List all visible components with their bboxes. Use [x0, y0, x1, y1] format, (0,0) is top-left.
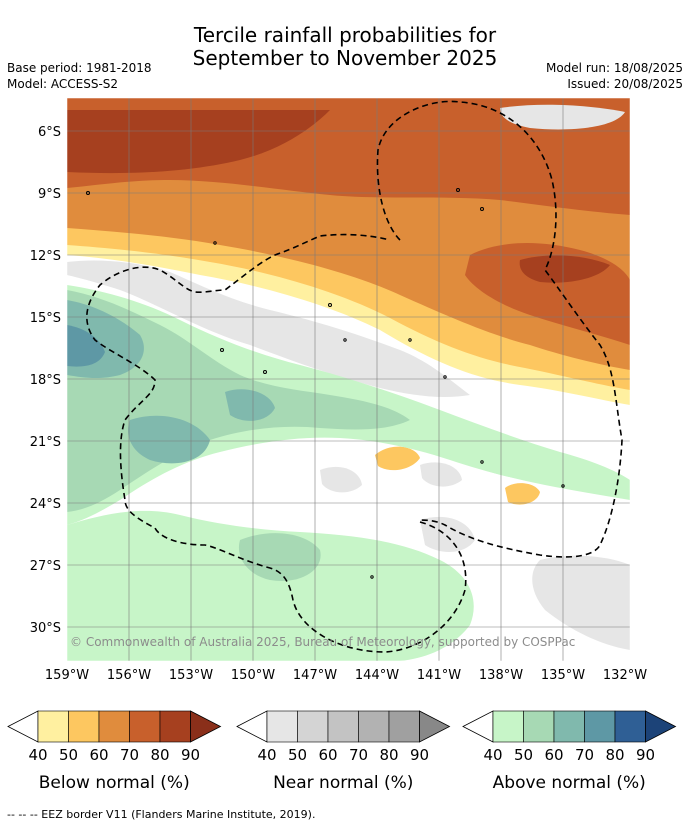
longitude-label: 135°W	[541, 668, 585, 683]
near-normal-region	[420, 462, 462, 487]
legend-tick-label: 80	[605, 746, 624, 764]
above-normal-region	[128, 415, 210, 464]
latitude-label: 15°S	[30, 311, 61, 326]
longitude-axis: 159°W 156°W 153°W 150°W 147°W 144°W 141°W 138°W…	[45, 668, 647, 683]
legend-colorbar: 40 50 60 70 80 90 Below normal (%)	[7, 710, 222, 793]
metadata-left: Base period: 1981-2018 Model: ACCESS-S2	[7, 60, 152, 92]
near-normal-region	[320, 466, 362, 493]
issued-date: Issued: 20/08/2025	[567, 77, 683, 91]
eez-footnote: -- -- -- EEZ border V11 (Flanders Marine…	[7, 808, 316, 821]
above-normal-region	[238, 533, 321, 581]
longitude-label: 156°W	[107, 668, 151, 683]
legend-colorbar: 40 50 60 70 80 90 Near normal (%)	[236, 710, 451, 793]
gridlines	[67, 98, 630, 661]
legend-title: Below normal (%)	[39, 773, 190, 793]
legend-tick-label: 50	[514, 746, 533, 764]
legend-arrow-high	[645, 710, 677, 743]
legend-tick-label: 70	[575, 746, 594, 764]
legend-swatch	[388, 710, 420, 743]
legend-tick-label: 70	[120, 746, 139, 764]
legend-tick-label: 60	[544, 746, 563, 764]
latitude-label: 9°S	[38, 187, 61, 202]
near-normal-region	[67, 260, 470, 398]
legend-group: 40 50 60 70 80 90 Below normal (%) 40 50 60 70 80 90…	[7, 710, 677, 793]
legend-swatch	[327, 710, 359, 743]
below-normal-region	[375, 446, 420, 471]
metadata-right: Model run: 18/08/2025 Issued: 20/08/2025	[546, 60, 683, 92]
longitude-label: 132°W	[603, 668, 647, 683]
near-normal-region	[420, 516, 475, 552]
legend-tick-label: 90	[636, 746, 655, 764]
above-normal-region	[67, 510, 474, 661]
longitude-label: 150°W	[231, 668, 275, 683]
legend-arrow-low	[236, 710, 268, 743]
legend-swatch	[297, 710, 329, 743]
above-normal-region	[450, 443, 610, 484]
title-line-2: September to November 2025	[192, 46, 498, 70]
title-line-1: Tercile rainfall probabilities for	[193, 23, 497, 47]
near-normal-region	[500, 104, 625, 130]
map-title: Tercile rainfall probabilities for Septe…	[0, 24, 690, 70]
eez-border	[86, 100, 623, 653]
below-normal-region	[67, 110, 330, 174]
latitude-label: 27°S	[30, 559, 61, 574]
legend-swatch	[523, 710, 555, 743]
legend-tick-label: 40	[257, 746, 276, 764]
legend-tick-label: 70	[349, 746, 368, 764]
latitude-label: 21°S	[30, 435, 61, 450]
legend-tick-label: 80	[150, 746, 169, 764]
legend-swatch	[129, 710, 161, 743]
legend-title: Above normal (%)	[493, 773, 646, 793]
base-period: Base period: 1981-2018	[7, 61, 152, 75]
legend-swatch	[553, 710, 585, 743]
legend-swatch	[584, 710, 616, 743]
latitude-label: 6°S	[38, 125, 61, 140]
legend-title: Near normal (%)	[273, 773, 413, 793]
longitude-label: 159°W	[45, 668, 89, 683]
below-normal-region	[519, 255, 610, 283]
legend-tick-label: 40	[28, 746, 47, 764]
legend-colorbar: 40 50 60 70 80 90 Above normal (%)	[462, 710, 677, 793]
legend-swatch	[614, 710, 646, 743]
legend-tick-label: 60	[318, 746, 337, 764]
longitude-label: 144°W	[355, 668, 399, 683]
legend-tick-label: 80	[379, 746, 398, 764]
legend-tick-label: 90	[181, 746, 200, 764]
latitude-label: 30°S	[30, 621, 61, 636]
model-run: Model run: 18/08/2025	[545, 61, 683, 75]
latitude-label: 12°S	[30, 249, 61, 264]
above-normal-region	[225, 389, 275, 421]
legend-tick-label: 40	[483, 746, 502, 764]
island-outlines	[86, 188, 565, 579]
legend-tick-label: 90	[410, 746, 429, 764]
legend-tick-label: 50	[59, 746, 78, 764]
latitude-axis: 6°S 9°S 12°S 15°S 18°S 21°S 24°S 27°S 30°S	[30, 125, 61, 636]
latitude-label: 18°S	[30, 373, 61, 388]
forecast-map: © Commonwealth of Australia 2025, Bureau…	[7, 97, 677, 793]
legend-swatch	[98, 710, 130, 743]
model-name: Model: ACCESS-S2	[7, 77, 119, 91]
latitude-label: 24°S	[30, 497, 61, 512]
legend-arrow-high	[419, 710, 451, 743]
legend-swatch	[68, 710, 100, 743]
legend-arrow-low	[7, 710, 39, 743]
copyright-notice: © Commonwealth of Australia 2025, Bureau…	[70, 635, 575, 649]
near-normal-region	[532, 555, 630, 650]
legend-swatch	[358, 710, 390, 743]
legend-swatch	[492, 710, 524, 743]
legend-swatch	[159, 710, 191, 743]
legend-tick-label: 50	[288, 746, 307, 764]
legend-arrow-low	[462, 710, 494, 743]
longitude-label: 153°W	[169, 668, 213, 683]
legend-arrow-high	[190, 710, 222, 743]
legend-swatch	[37, 710, 69, 743]
longitude-label: 138°W	[479, 668, 523, 683]
legend-swatch	[266, 710, 298, 743]
longitude-label: 141°W	[417, 668, 461, 683]
longitude-label: 147°W	[293, 668, 337, 683]
above-normal-region	[67, 325, 105, 367]
map-field: © Commonwealth of Australia 2025, Bureau…	[67, 98, 630, 661]
legend-tick-label: 60	[89, 746, 108, 764]
below-normal-region	[505, 483, 540, 505]
